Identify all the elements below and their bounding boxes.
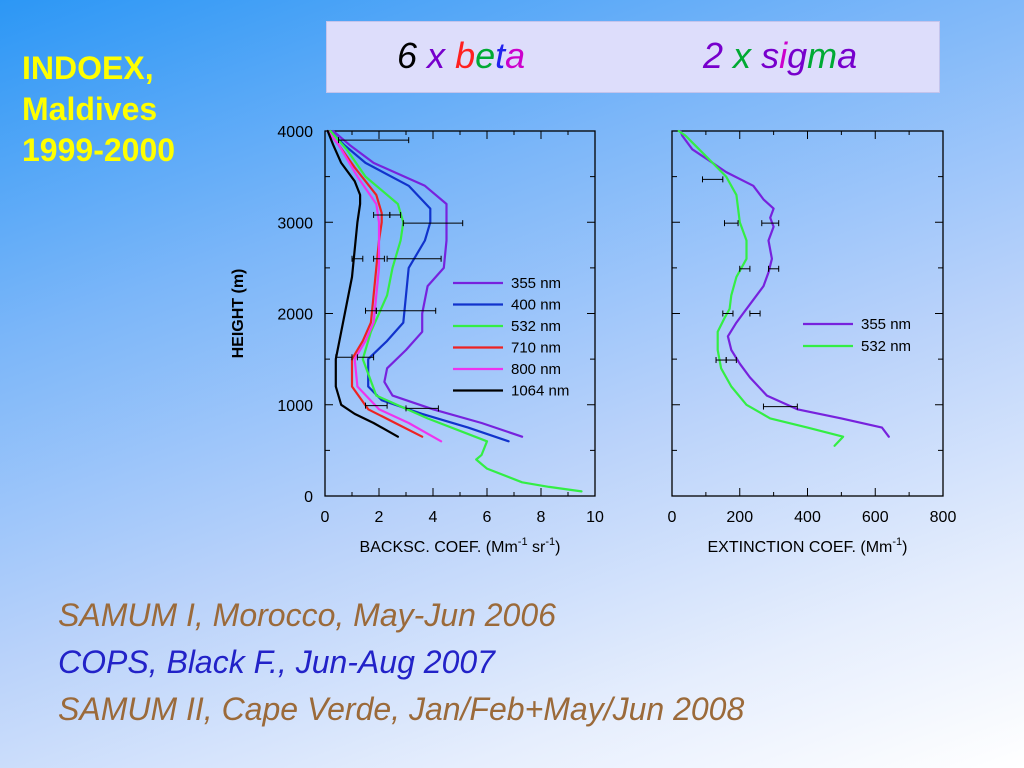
- axis-label-part: BACKSC. COEF. (Mm: [360, 539, 518, 556]
- axis-label-superscript: -1: [892, 536, 902, 548]
- axis-label-part: ): [555, 539, 560, 556]
- banner-glyph: s: [761, 35, 780, 76]
- legend-label: 532 nm: [511, 318, 561, 335]
- axis-label-part: ): [902, 539, 907, 556]
- x-tick-label: 4: [429, 509, 438, 526]
- legend-label: 532 nm: [861, 338, 911, 355]
- series-line: [332, 129, 524, 438]
- banner-glyph: x: [733, 35, 752, 76]
- title-line: Maldives: [22, 91, 158, 127]
- legend-label: 710 nm: [511, 340, 561, 357]
- legend-label: 400 nm: [511, 297, 561, 314]
- title-line: 1999-2000: [22, 132, 176, 168]
- slide-title: INDOEX, Maldives 1999-2000: [22, 48, 175, 171]
- y-tick-label: 1000: [277, 398, 313, 415]
- legend-label: 1064 nm: [511, 383, 569, 400]
- x-axis-label: EXTINCTION COEF. (Mm-1): [708, 536, 908, 556]
- series-line: [677, 129, 845, 447]
- legend-label: 355 nm: [861, 316, 911, 333]
- x-tick-label: 200: [726, 509, 753, 526]
- banner-glyph: t: [495, 35, 506, 76]
- banner-beta-label: 6 x beta: [397, 36, 525, 76]
- banner-glyph: g: [787, 35, 808, 76]
- banner-glyph: i: [779, 35, 788, 76]
- x-tick-label: 0: [668, 509, 677, 526]
- campaign-samum-2: SAMUM II, Cape Verde, Jan/Feb+May/Jun 20…: [58, 691, 745, 727]
- x-tick-label: 400: [794, 509, 821, 526]
- banner-glyph: m: [807, 35, 838, 76]
- banner-glyph: a: [837, 35, 858, 76]
- series-line: [326, 129, 424, 438]
- banner-glyph: e: [475, 35, 496, 76]
- plot-frame: [671, 130, 944, 497]
- axis-label-superscript: -1: [545, 536, 555, 548]
- x-tick-label: 8: [537, 509, 546, 526]
- x-axis-label: BACKSC. COEF. (Mm-1 sr-1): [360, 536, 561, 556]
- series-line: [679, 129, 890, 438]
- x-tick-label: 2: [375, 509, 384, 526]
- y-tick-label: 0: [304, 489, 313, 506]
- banner-sigma-label: 2 x sigma: [703, 36, 857, 76]
- header-banner: 6 x beta 2 x sigma: [326, 21, 940, 93]
- legend-label: 355 nm: [511, 275, 561, 292]
- legend-label: 800 nm: [511, 361, 561, 378]
- banner-glyph: 6: [397, 35, 418, 76]
- x-tick-label: 10: [586, 509, 604, 526]
- x-tick-label: 6: [483, 509, 492, 526]
- y-axis-label: HEIGHT (m): [230, 269, 247, 359]
- title-line: INDOEX,: [22, 50, 154, 86]
- y-tick-label: 3000: [277, 215, 313, 232]
- series-line: [329, 129, 583, 493]
- series-line: [326, 129, 443, 443]
- series-line: [326, 129, 399, 438]
- axis-label-superscript: -1: [518, 536, 528, 548]
- banner-glyph: x: [427, 35, 446, 76]
- campaign-cops: COPS, Black F., Jun-Aug 2007: [58, 644, 495, 680]
- banner-glyph: a: [505, 35, 526, 76]
- banner-glyph: b: [455, 35, 476, 76]
- campaign-samum-1: SAMUM I, Morocco, May-Jun 2006: [58, 597, 556, 633]
- x-tick-label: 600: [862, 509, 889, 526]
- x-tick-label: 0: [321, 509, 330, 526]
- axis-label-part: EXTINCTION COEF. (Mm: [708, 539, 893, 556]
- y-tick-label: 4000: [277, 124, 313, 141]
- y-tick-label: 2000: [277, 307, 313, 324]
- banner-glyph: 2: [703, 35, 724, 76]
- x-tick-label: 800: [930, 509, 957, 526]
- axis-label-part: sr: [528, 539, 546, 556]
- campaign-list: SAMUM I, Morocco, May-Jun 2006 COPS, Bla…: [58, 592, 744, 733]
